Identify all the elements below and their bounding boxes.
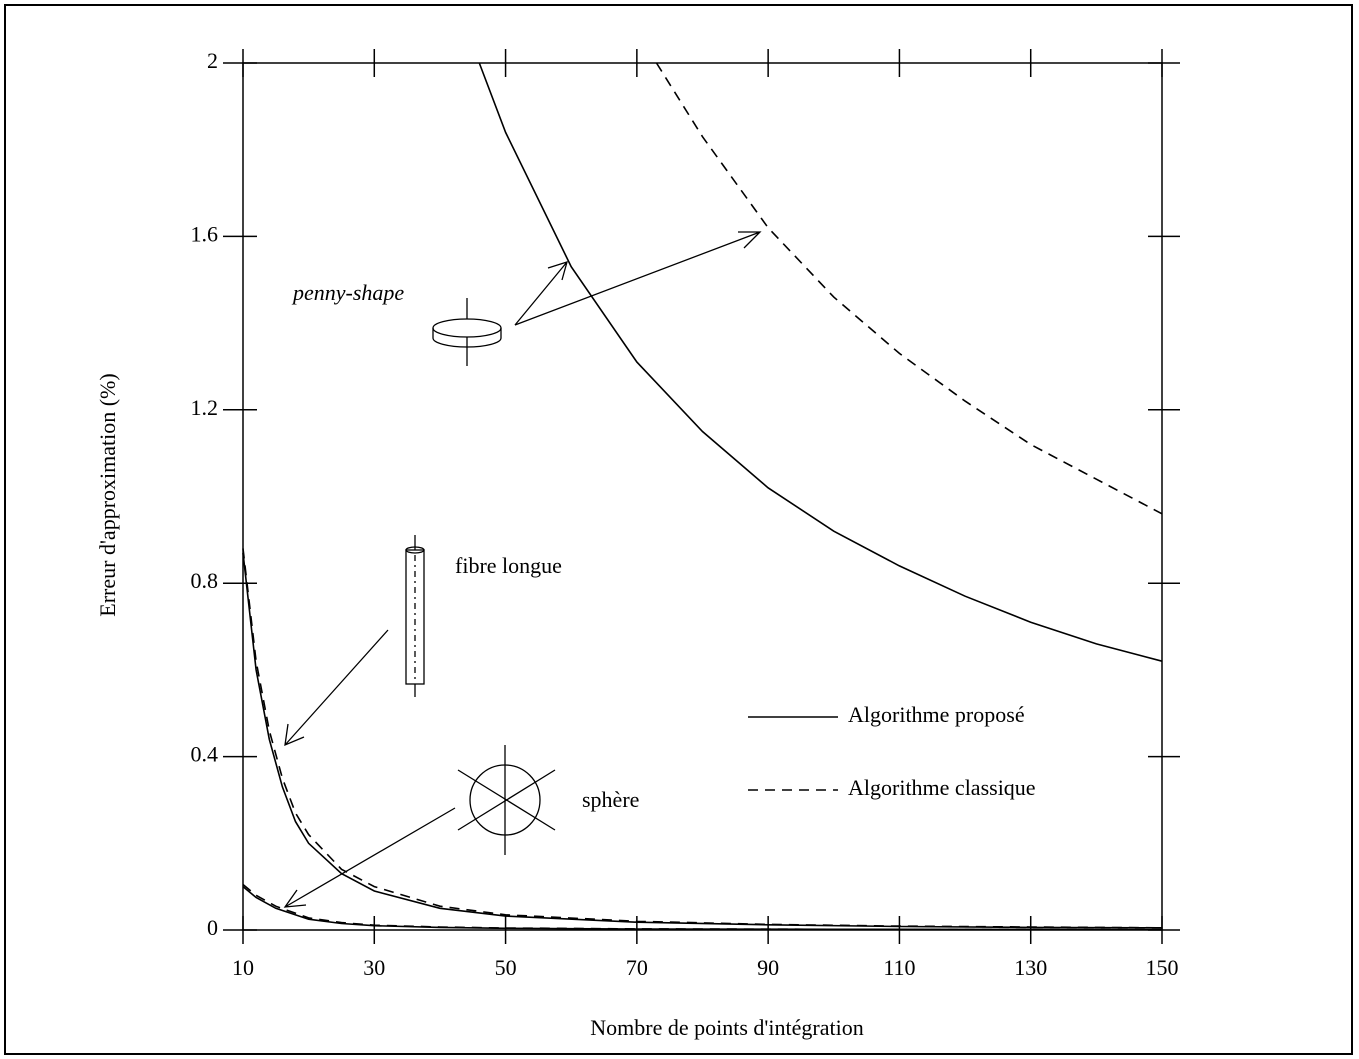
y-tick-label: 1.2 [191,395,219,420]
series-line [242,552,1163,929]
frame [4,4,1353,1055]
x-tick-label: 150 [1146,955,1179,980]
x-tick-label: 30 [363,955,385,980]
legend-label: Algorithme classique [848,775,1036,800]
x-tick-label: 130 [1014,955,1047,980]
x-tick-label: 50 [495,955,517,980]
series-line [242,548,1163,929]
y-tick-label: 2 [207,48,218,73]
annotation: sphère [582,787,639,812]
x-tick-label: 70 [626,955,648,980]
y-tick-label: 0 [207,915,218,940]
icons [283,231,762,908]
y-tick-label: 0.4 [191,742,219,767]
legend-label: Algorithme proposé [848,702,1025,727]
annotation: fibre longue [455,553,562,578]
plot-box [242,62,1163,931]
x-tick-label: 90 [757,955,779,980]
series-line [242,883,1163,931]
y-tick-label: 0.8 [191,568,219,593]
y-tick-label: 1.6 [191,221,219,246]
series-line [478,62,1163,662]
annotation: penny-shape [291,280,404,305]
y-axis-label: Erreur d'approximation (%) [95,373,120,616]
series-line [655,62,1163,515]
x-axis-label: Nombre de points d'intégration [590,1015,863,1040]
x-tick-label: 110 [883,955,915,980]
x-tick-label: 10 [232,955,254,980]
